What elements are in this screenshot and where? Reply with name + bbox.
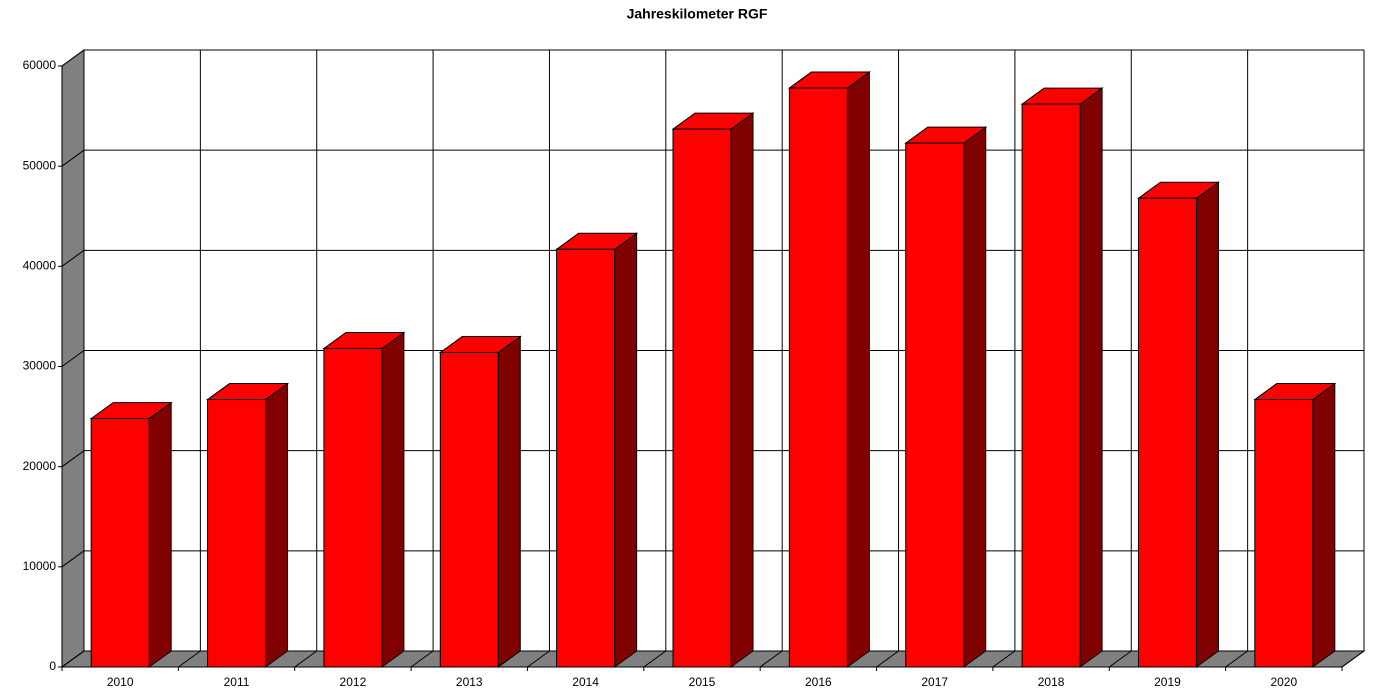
x-tick-label: 2016 <box>805 675 832 689</box>
wall-grid-line <box>61 149 85 167</box>
bar-side <box>1079 87 1103 668</box>
bar-side <box>497 335 521 668</box>
y-tick-label: 60000 <box>23 58 57 72</box>
x-tick-label: 2011 <box>224 675 250 689</box>
x-tick-label: 2019 <box>1154 675 1181 689</box>
y-tick-label: 50000 <box>23 158 57 172</box>
y-tick-label: 20000 <box>23 459 57 473</box>
floor-line <box>876 650 899 668</box>
floor-line <box>992 650 1016 668</box>
floor-line <box>643 650 667 668</box>
bar <box>556 248 616 668</box>
y-tick-label: 30000 <box>23 359 57 373</box>
wall-grid-line <box>61 650 85 668</box>
y-tick-label: 10000 <box>23 559 57 573</box>
floor-line <box>527 650 550 668</box>
bar-side <box>963 126 987 668</box>
wall-grid-line <box>61 350 85 367</box>
bar <box>1137 197 1197 668</box>
floor-line <box>759 650 783 668</box>
y-tick-label: 0 <box>49 659 56 673</box>
bar-side <box>730 112 754 668</box>
x-tick-label: 2020 <box>1270 675 1297 689</box>
bar-side <box>265 382 289 668</box>
wall-grid-line <box>61 49 85 67</box>
bar-side <box>846 71 870 668</box>
floor-line <box>294 650 318 668</box>
wall-grid-line <box>61 450 85 468</box>
floor-line <box>178 650 201 668</box>
bar <box>905 142 965 668</box>
bar <box>1254 399 1314 668</box>
bar <box>90 418 150 668</box>
bar <box>439 351 499 668</box>
x-tick-label: 2013 <box>456 675 483 689</box>
floor-line <box>1225 650 1248 668</box>
x-tick-label: 2012 <box>340 675 367 689</box>
bar <box>207 399 267 668</box>
floor-line <box>1341 650 1365 668</box>
wall-grid-line <box>61 249 85 267</box>
bar <box>788 87 848 668</box>
chart-title: Jahreskilometer RGF <box>627 6 768 22</box>
wall-grid-line <box>61 550 85 568</box>
bar-side <box>381 331 405 668</box>
bar-side <box>1312 382 1336 668</box>
bar <box>1021 103 1081 668</box>
x-tick-label: 2014 <box>572 675 599 689</box>
y-tick-label: 40000 <box>23 259 57 273</box>
x-tick-label: 2010 <box>107 675 134 689</box>
x-tick-label: 2017 <box>921 675 948 689</box>
floor-line <box>410 650 434 668</box>
bar <box>323 347 383 668</box>
x-tick-label: 2015 <box>689 675 716 689</box>
bar-side <box>614 232 638 668</box>
floor-line <box>1108 650 1132 668</box>
bar <box>672 128 732 668</box>
bar-side <box>148 401 172 668</box>
bar-side <box>1195 181 1219 668</box>
x-tick-label: 2018 <box>1038 675 1065 689</box>
